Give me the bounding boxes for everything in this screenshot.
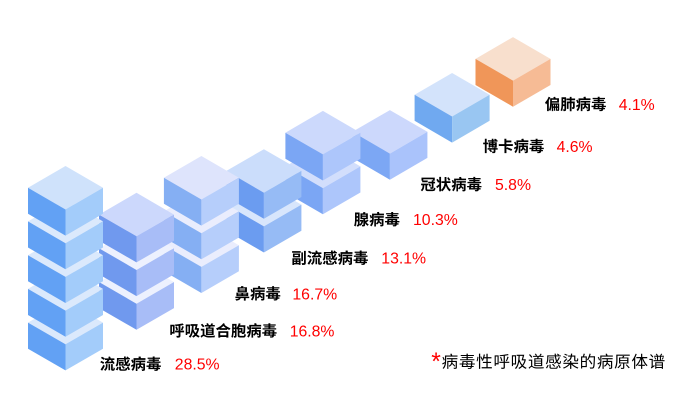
svg-text:28.5%: 28.5% xyxy=(175,357,220,374)
svg-text:16.7%: 16.7% xyxy=(292,286,337,303)
svg-text:16.8%: 16.8% xyxy=(290,323,335,340)
svg-text:4.1%: 4.1% xyxy=(619,97,655,114)
svg-text:4.6%: 4.6% xyxy=(557,139,593,156)
svg-text:13.1%: 13.1% xyxy=(381,251,426,268)
svg-text:*: * xyxy=(431,349,441,376)
svg-text:10.3%: 10.3% xyxy=(413,212,458,229)
svg-text:5.8%: 5.8% xyxy=(495,177,531,194)
